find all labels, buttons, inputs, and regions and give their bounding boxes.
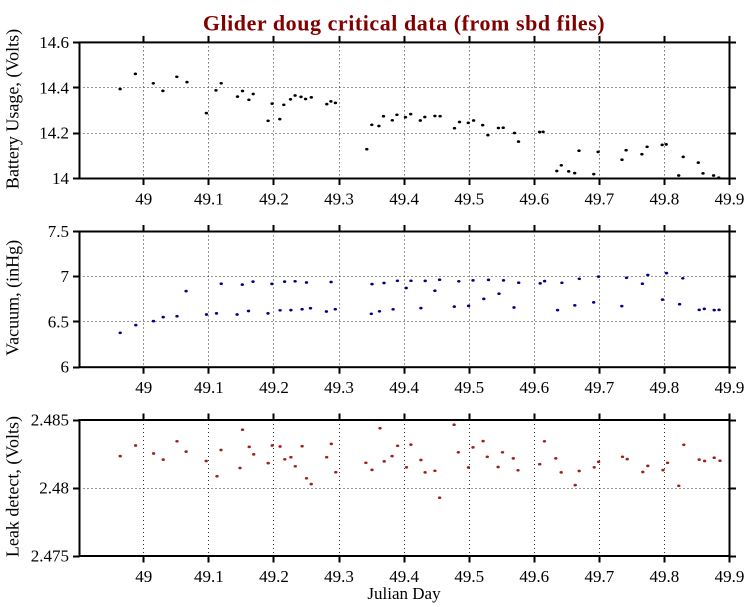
svg-text:49.2: 49.2 <box>259 567 289 586</box>
svg-text:49.6: 49.6 <box>519 378 549 397</box>
svg-text:2.485: 2.485 <box>31 411 69 430</box>
svg-text:49.5: 49.5 <box>454 378 484 397</box>
svg-text:49.7: 49.7 <box>585 567 615 586</box>
svg-text:49.5: 49.5 <box>454 190 484 209</box>
svg-text:49.7: 49.7 <box>585 190 615 209</box>
svg-text:49.4: 49.4 <box>389 567 419 586</box>
svg-text:49.9: 49.9 <box>715 378 745 397</box>
svg-text:49.8: 49.8 <box>650 567 680 586</box>
svg-text:49.6: 49.6 <box>519 190 549 209</box>
svg-text:Julian Day: Julian Day <box>367 584 441 603</box>
svg-text:6: 6 <box>61 358 70 377</box>
svg-text:Vacuum, (inHg): Vacuum, (inHg) <box>3 240 24 356</box>
svg-text:49.1: 49.1 <box>194 190 224 209</box>
svg-text:49.2: 49.2 <box>259 378 289 397</box>
svg-text:2.48: 2.48 <box>39 479 69 498</box>
svg-text:49: 49 <box>135 378 152 397</box>
svg-text:2.475: 2.475 <box>31 547 69 566</box>
svg-text:7: 7 <box>61 267 70 286</box>
svg-text:14.2: 14.2 <box>39 124 69 143</box>
svg-text:49.9: 49.9 <box>715 190 745 209</box>
svg-text:14: 14 <box>52 169 70 188</box>
svg-text:Battery Usage, (Volts): Battery Usage, (Volts) <box>3 29 24 189</box>
svg-text:49.3: 49.3 <box>324 190 354 209</box>
svg-text:49.9: 49.9 <box>715 567 745 586</box>
svg-text:49.5: 49.5 <box>454 567 484 586</box>
svg-text:49.1: 49.1 <box>194 378 224 397</box>
svg-text:7.5: 7.5 <box>48 222 69 241</box>
svg-text:49.3: 49.3 <box>324 567 354 586</box>
svg-text:Leak detect, (Volts): Leak detect, (Volts) <box>3 416 24 557</box>
svg-text:49.7: 49.7 <box>585 378 615 397</box>
svg-text:49.4: 49.4 <box>389 378 419 397</box>
svg-text:49: 49 <box>135 567 152 586</box>
svg-text:49.2: 49.2 <box>259 190 289 209</box>
svg-text:Glider doug critical data (fro: Glider doug critical data (from sbd file… <box>203 11 605 36</box>
svg-text:49.8: 49.8 <box>650 190 680 209</box>
svg-text:49.6: 49.6 <box>519 567 549 586</box>
svg-text:6.5: 6.5 <box>48 312 69 331</box>
svg-text:49.8: 49.8 <box>650 378 680 397</box>
svg-text:14.6: 14.6 <box>39 33 69 52</box>
svg-text:49.4: 49.4 <box>389 190 419 209</box>
svg-text:49.1: 49.1 <box>194 567 224 586</box>
svg-text:49: 49 <box>135 190 152 209</box>
svg-text:49.3: 49.3 <box>324 378 354 397</box>
svg-text:14.4: 14.4 <box>39 78 69 97</box>
